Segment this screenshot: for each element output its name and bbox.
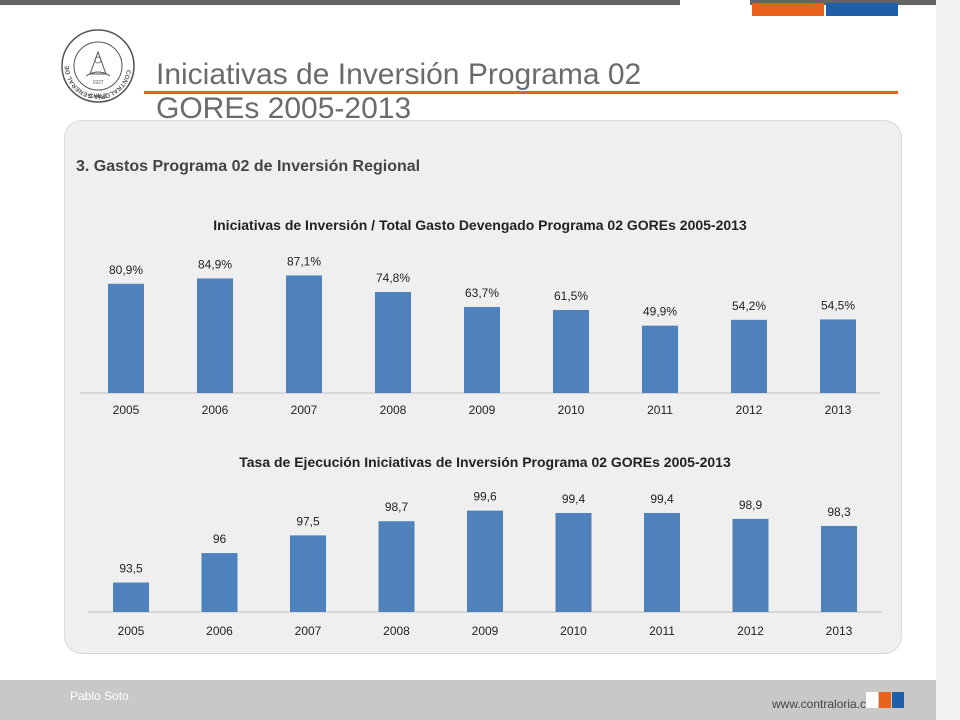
footer-author: Pablo Soto xyxy=(70,689,129,703)
content-panel xyxy=(64,120,902,654)
page-title-line1: Iniciativas de Inversión Programa 02 xyxy=(156,58,642,91)
footer-square-orange xyxy=(879,692,891,708)
contraloria-seal-logo: CONTRALORIA GENERAL DE LA REPUBLICA CHIL… xyxy=(60,28,135,103)
right-margin-strip xyxy=(936,0,960,720)
top-accent-orange xyxy=(752,3,824,16)
footer-square-white xyxy=(866,692,878,708)
seal-year: 1927 xyxy=(92,80,103,86)
page-title: Iniciativas de Inversión Programa 02 GOR… xyxy=(156,58,641,126)
footer-bar xyxy=(0,680,936,720)
footer-square-blue xyxy=(892,692,904,708)
footer-url[interactable]: www.contraloria.cl xyxy=(772,697,869,711)
title-underline xyxy=(144,91,898,94)
page-title-line2: GOREs 2005-2013 xyxy=(156,92,412,125)
top-bar-gap xyxy=(680,0,750,5)
section-title: 3. Gastos Programa 02 de Inversión Regio… xyxy=(76,158,421,175)
top-accent-blue xyxy=(826,3,898,16)
top-bar xyxy=(0,0,960,5)
seal-country: CHILE xyxy=(89,94,107,100)
